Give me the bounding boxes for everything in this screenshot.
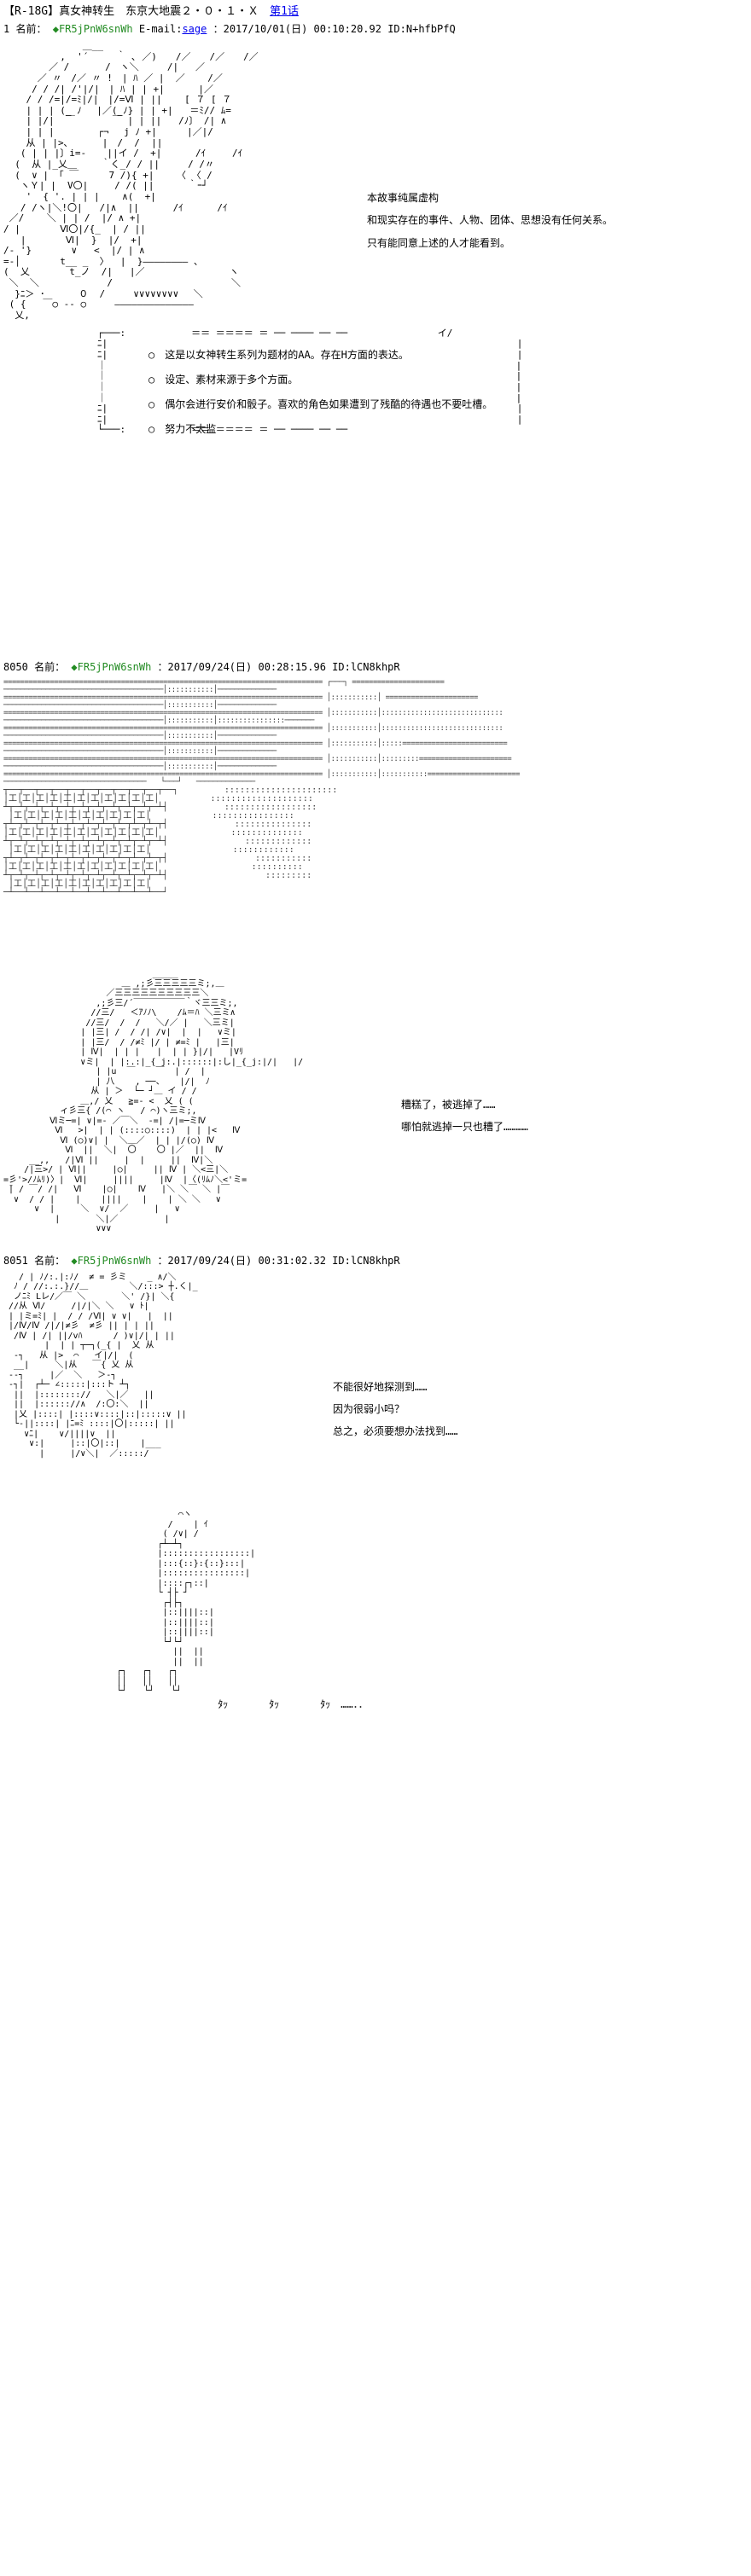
post-8051-date: ：2017/09/24(日) 00:31:02.32 ID:lCN8khpR bbox=[158, 1255, 400, 1267]
aa-character-2: _____ ＿ ,;彡三三三三三ミ;,＿ ／三三三三三三三三三三＼ ,;彡三/´… bbox=[3, 969, 748, 1234]
post-1-no: 1 bbox=[3, 23, 9, 35]
side-l3: 只有能同意上述的人才能看到。 bbox=[367, 232, 613, 254]
post-1-mail-label: E-mail: bbox=[139, 23, 183, 35]
notice-i2: 设定、素材来源于多个方面。 bbox=[148, 372, 492, 386]
notice-i4: 努力不太监 bbox=[148, 421, 492, 436]
gap-1 bbox=[0, 453, 751, 658]
notice-i1: 这是以女神转生系列为题材的AA。存在H方面的表达。 bbox=[148, 347, 492, 362]
sideB-l2: 因为很弱小吗？ bbox=[333, 1398, 457, 1420]
post-1-side-text: 本故事纯属虚构 和现实存在的事件、人物、团体、思想没有任何关系。 只有能同意上述… bbox=[367, 187, 613, 254]
post-8051-trip: ◆FR5jPnW6snWh bbox=[71, 1255, 151, 1267]
post-8050-trip: ◆FR5jPnW6snWh bbox=[71, 661, 151, 673]
post-8050-name-prefix: 名前： bbox=[34, 661, 65, 673]
notice-box: ┌───: ＝＝ ＝＝＝＝ ＝ ── ──── ── ── イ/ ﾆ| | ﾆ|… bbox=[97, 328, 643, 436]
notice-items: 这是以女神转生系列为题材的AA。存在H方面的表达。 设定、素材来源于多个方面。 … bbox=[148, 347, 492, 446]
post-8051-body: / | ﾉ/:.|:ﾉ/ ≠ = 彡ミ _ ∧/＼ ﾉ / //:.:.}//＿… bbox=[0, 1269, 751, 1728]
post-1-body: ＿__ , '´ ｀ ､ ／) /／ /／ /／ ／ / / ヽ＼ /| ／ ／… bbox=[0, 38, 751, 453]
side-l1: 本故事纯属虚构 bbox=[367, 187, 613, 209]
post-1-name-prefix: 名前： bbox=[15, 23, 46, 35]
post-8050-header: 8050 名前： ◆FR5jPnW6snWh ：2017/09/24(日) 00… bbox=[0, 658, 751, 676]
sideB-l3: 总之，必须要想办法找到…… bbox=[333, 1420, 457, 1442]
aa-character-1: ＿__ , '´ ｀ ､ ／) /／ /／ /／ ／ / / ヽ＼ /| ／ ／… bbox=[3, 41, 748, 322]
post-1-header: 1 名前： ◆FR5jPnW6snWh E-mail:sage ：2017/10… bbox=[0, 20, 751, 38]
sideA-l2: 哪怕就逃掉一只也糟了………… bbox=[401, 1116, 528, 1138]
page-title: 【R-18G】真女神转生 东京大地震２・０・１・Ｘ 第1话 bbox=[0, 0, 751, 20]
side-l2: 和现实存在的事件、人物、团体、思想没有任何关系。 bbox=[367, 209, 613, 231]
post-8051-side-text: 不能很好地探测到…… 因为很弱小吗？ 总之，必须要想办法找到…… bbox=[333, 1376, 457, 1443]
gap-2 bbox=[0, 914, 751, 966]
post-1-date: ：2017/10/01(日) 00:10:20.92 ID:N+hfbPfQ bbox=[213, 23, 456, 35]
sideA-l1: 糟糕了，被逃掉了…… bbox=[401, 1094, 528, 1116]
post-char2-side-text: 糟糕了，被逃掉了…… 哪怕就逃掉一只也糟了………… bbox=[401, 1094, 528, 1139]
aa-character-4: ⌒ヽ / | ｲ ( /∨| / ┌┴─┴┐ |::::::::::::::::… bbox=[3, 1510, 748, 1697]
aa-brick-8050: ┬──┬──┬──┬──┬──┬──┬──┬──┬──┬──┬──┐ :::::… bbox=[3, 786, 748, 897]
post-1-trip: ◆FR5jPnW6snWh bbox=[53, 23, 133, 35]
title-prefix: 【R-18G】真女神转生 东京大地震２・０・１・Ｘ bbox=[3, 5, 270, 18]
post-1-mail[interactable]: sage bbox=[182, 23, 207, 35]
post-8050-date: ：2017/09/24(日) 00:28:15.96 ID:lCN8khpR bbox=[158, 661, 400, 673]
sideB-l1: 不能很好地探测到…… bbox=[333, 1376, 457, 1398]
title-link[interactable]: 第1话 bbox=[270, 5, 299, 18]
aa-background-8050: ========================================… bbox=[3, 679, 748, 786]
post-8050-no: 8050 bbox=[3, 661, 28, 673]
notice-i3: 偶尔会进行安价和骰子。喜欢的角色如果遭到了残酷的待遇也不要吐槽。 bbox=[148, 397, 492, 411]
post-char2-body: _____ ＿ ,;彡三三三三三ミ;,＿ ／三三三三三三三三三三＼ ,;彡三/´… bbox=[0, 966, 751, 1251]
post-8051-header: 8051 名前： ◆FR5jPnW6snWh ：2017/09/24(日) 00… bbox=[0, 1251, 751, 1269]
post-8051-name-prefix: 名前： bbox=[34, 1255, 65, 1267]
post-8050-body: ========================================… bbox=[0, 676, 751, 914]
post-8051-no: 8051 bbox=[3, 1255, 28, 1267]
footsteps: ﾀｯ ﾀｯ ﾀｯ ……．． bbox=[191, 1697, 748, 1711]
